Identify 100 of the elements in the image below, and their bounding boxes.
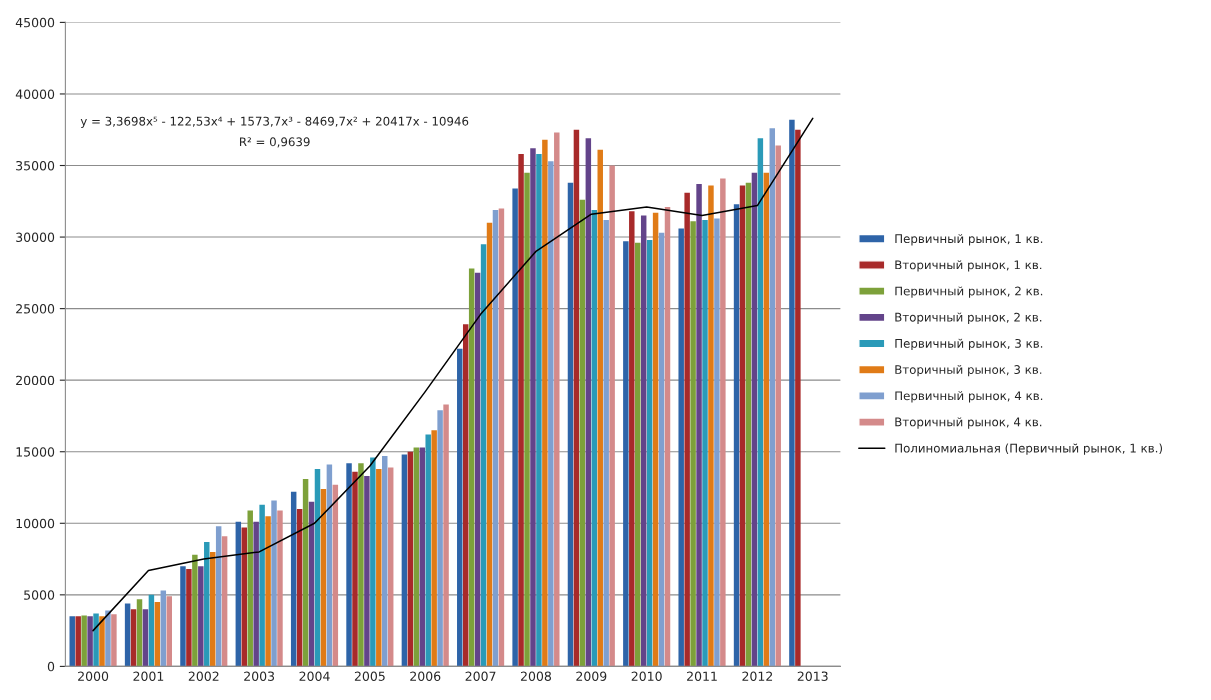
bar: [81, 615, 87, 667]
bar: [720, 178, 726, 667]
x-tick-label: 2012: [742, 671, 773, 681]
bar: [629, 211, 635, 667]
y-tick-label: 10000: [16, 518, 55, 529]
bar: [623, 241, 629, 667]
bar: [795, 129, 801, 667]
bar: [640, 215, 647, 667]
y-tick-label: 40000: [15, 89, 55, 99]
annotation: y = 3,3698x⁵ - 122,53x⁴ + 1573,7x³ - 8469,7x² + 20417x - 10946: [80, 116, 469, 128]
x-tick-label: 2004: [299, 671, 330, 681]
x-tick-label: 2002: [188, 671, 219, 681]
bar: [253, 521, 259, 667]
bar: [99, 616, 105, 667]
bar: [443, 404, 449, 667]
bar: [585, 138, 592, 667]
bar: [259, 504, 265, 667]
bar: [745, 182, 752, 667]
bar: [192, 554, 198, 667]
bar: [524, 172, 530, 667]
y-tick-label: 15000: [16, 447, 55, 457]
bar: [401, 454, 408, 667]
bar: [664, 207, 671, 667]
bar: [271, 500, 277, 667]
bar: [690, 221, 696, 667]
bar: [678, 228, 684, 667]
bar: [425, 434, 431, 667]
bar: [93, 613, 99, 667]
bar: [548, 161, 554, 667]
bar: [486, 222, 493, 667]
bar: [69, 616, 75, 667]
bar: [714, 218, 720, 667]
bar: [277, 510, 283, 667]
bar: [166, 596, 172, 667]
bar: [352, 471, 358, 667]
bar: [358, 463, 364, 667]
bar: [105, 610, 111, 667]
bar: [382, 456, 388, 667]
bar: [370, 457, 376, 667]
bar: [376, 468, 382, 667]
bar: [739, 185, 746, 667]
bar: [160, 590, 167, 667]
y-tick-label: 45000: [15, 17, 55, 28]
bar: [437, 410, 443, 667]
bar: [413, 447, 420, 667]
legend-label: Вторичный рынок, 2 кв.: [895, 312, 1042, 324]
bar: [462, 324, 469, 667]
x-tick-label: 2005: [354, 671, 385, 681]
bar: [702, 219, 708, 667]
bar: [480, 244, 487, 667]
bar: [75, 616, 81, 667]
bar: [221, 536, 228, 667]
bar: [320, 488, 327, 667]
bar: [407, 451, 414, 667]
y-tick-label: 35000: [16, 160, 55, 171]
bar: [542, 139, 548, 667]
bar: [769, 128, 776, 667]
legend-label: Вторичный рынок, 1 кв.: [895, 260, 1042, 272]
bar: [148, 594, 155, 667]
bar: [186, 569, 192, 667]
bar: [326, 464, 333, 667]
legend-label: Первичный рынок, 2 кв.: [895, 286, 1043, 298]
x-tick-label: 2000: [78, 671, 109, 681]
line-series: [92, 117, 814, 632]
bar: [536, 154, 542, 667]
bar: [591, 209, 598, 667]
bar: [154, 602, 161, 667]
bar: [751, 172, 758, 667]
legend-label: Первичный рынок, 3 кв.: [895, 338, 1043, 351]
legend-label: Первичный рынок, 4 кв.: [895, 391, 1043, 403]
bar: [215, 526, 222, 667]
x-tick-label: 2001: [133, 671, 164, 681]
x-tick-label: 2003: [244, 671, 275, 681]
bar: [136, 599, 143, 667]
bar: [419, 447, 425, 667]
x-tick-label: 2011: [687, 671, 717, 681]
bar: [603, 219, 609, 667]
bar: [302, 478, 309, 667]
bar: [314, 468, 321, 667]
bar: [87, 616, 93, 667]
bar: [241, 527, 248, 667]
bar: [346, 463, 352, 667]
legend-label: Вторичный рынок, 3 кв.: [895, 364, 1042, 377]
bar: [579, 199, 586, 667]
bar: [468, 268, 475, 667]
bar: [518, 154, 524, 667]
x-tick-label: 2006: [410, 671, 441, 681]
bar: [498, 208, 505, 667]
y-tick-label: 30000: [16, 232, 55, 242]
bar: [567, 182, 574, 667]
y-tick-label: 0: [47, 661, 55, 672]
bar: [597, 149, 603, 667]
bar: [198, 566, 204, 667]
bar: [684, 192, 690, 667]
y-tick-label: 25000: [16, 304, 55, 314]
bar: [554, 132, 560, 667]
bar: [573, 129, 580, 667]
bar: [431, 430, 437, 667]
bar: [652, 212, 659, 667]
bar: [296, 508, 303, 667]
